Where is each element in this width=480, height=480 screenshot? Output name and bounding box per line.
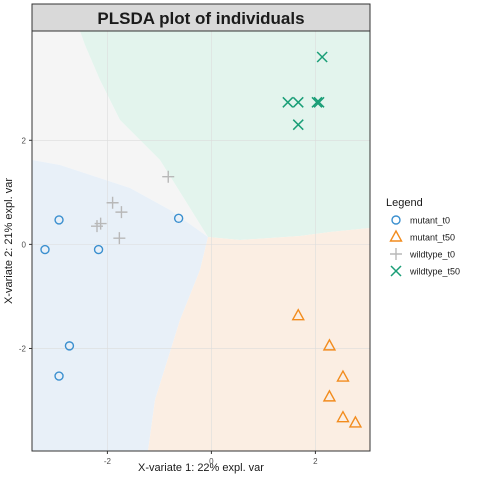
point-wildtype_t50	[282, 96, 294, 108]
legend-marker-mutant_t0	[391, 215, 401, 225]
y-axis-label: X-variate 2: 21% expl. var	[3, 178, 15, 304]
point-mutant_t50	[322, 338, 337, 351]
point-wildtype_t50	[313, 96, 325, 108]
point-wildtype_t50	[311, 96, 323, 108]
point-wildtype_t0	[113, 232, 126, 245]
point-wildtype_t50	[316, 51, 328, 63]
point-wildtype_t0	[91, 220, 103, 233]
title-strip	[31, 3, 371, 32]
x-axis-label: X-variate 1: 22% expl. var	[138, 462, 264, 474]
plot-border	[31, 30, 371, 452]
y-tick-label: -2	[19, 344, 27, 353]
y-tick-label: 2	[22, 136, 27, 145]
x-tick-label: 0	[209, 457, 214, 466]
region-wildtype_t50	[80, 31, 370, 240]
legend-title: Legend	[386, 197, 423, 209]
region-mutant_t0	[32, 160, 208, 451]
point-mutant_t0	[93, 244, 104, 255]
region-mutant_t50	[148, 228, 370, 451]
legend-marker-mutant_t50	[389, 229, 403, 242]
legend-label-wildtype_t0: wildtype_t0	[409, 250, 455, 260]
point-mutant_t50	[291, 308, 305, 321]
x-tick-label: 2	[313, 457, 318, 466]
point-wildtype_t0	[106, 196, 119, 209]
point-mutant_t50	[322, 389, 337, 402]
chart-title: PLSDA plot of individuals	[97, 9, 304, 28]
point-wildtype_t0	[162, 170, 175, 183]
point-mutant_t0	[54, 215, 64, 225]
point-mutant_t50	[336, 410, 350, 423]
legend-label-mutant_t50: mutant_t50	[410, 233, 455, 243]
region-wildtype_t0	[32, 31, 208, 237]
point-mutant_t50	[336, 369, 350, 382]
y-tick-label: 0	[22, 240, 27, 249]
point-mutant_t0	[54, 371, 64, 381]
point-wildtype_t0	[115, 206, 128, 219]
legend-label-wildtype_t50: wildtype_t50	[409, 267, 460, 277]
x-tick-label: -2	[104, 457, 112, 466]
point-mutant_t0	[40, 244, 50, 255]
point-wildtype_t50	[292, 96, 304, 108]
legend-marker-wildtype_t50	[390, 265, 402, 277]
legend-label-mutant_t0: mutant_t0	[410, 216, 450, 226]
point-wildtype_t50	[292, 119, 304, 131]
point-mutant_t50	[348, 415, 363, 428]
point-mutant_t0	[64, 341, 75, 351]
point-mutant_t0	[173, 213, 184, 224]
legend-marker-wildtype_t0	[390, 248, 402, 260]
